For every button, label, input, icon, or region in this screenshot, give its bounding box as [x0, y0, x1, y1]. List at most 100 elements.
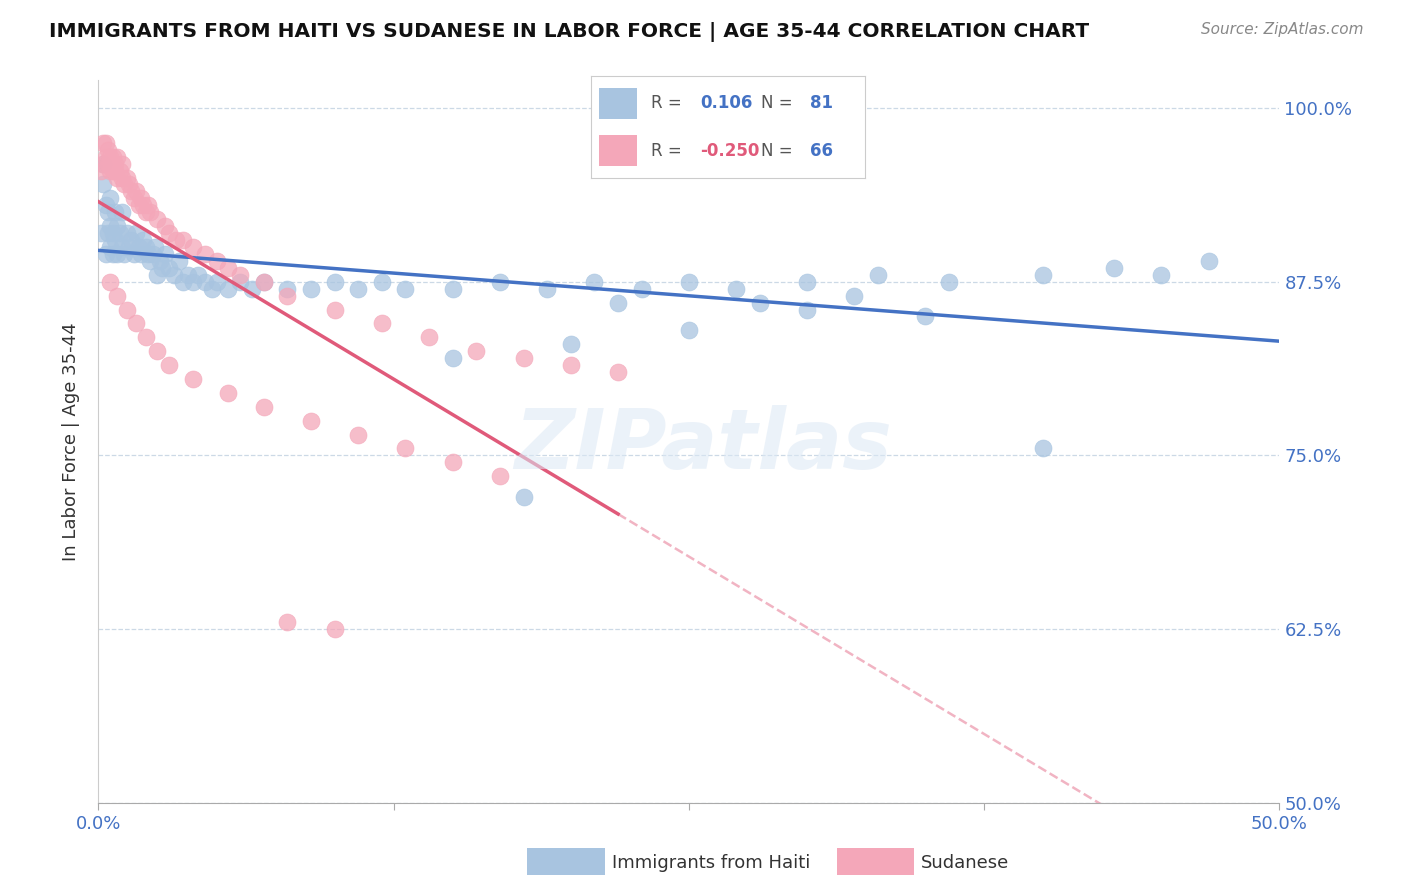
Point [97, 143, 120, 157]
Point [194, 275, 217, 289]
Text: 0.106: 0.106 [700, 94, 752, 112]
Point [91, 178, 114, 192]
Point [240, 282, 263, 296]
Point [98, 191, 121, 205]
Point [253, 275, 276, 289]
Point [115, 170, 138, 185]
Point [98, 240, 121, 254]
Point [105, 219, 128, 234]
Point [94, 136, 117, 150]
Point [105, 288, 128, 302]
Text: 66: 66 [810, 142, 832, 161]
Point [253, 400, 276, 414]
Point [217, 282, 239, 296]
Point [115, 302, 138, 317]
Point [489, 469, 512, 483]
Point [132, 233, 155, 247]
Point [125, 185, 148, 199]
Point [135, 205, 157, 219]
Text: IMMIGRANTS FROM HAITI VS SUDANESE IN LABOR FORCE | AGE 35-44 CORRELATION CHART: IMMIGRANTS FROM HAITI VS SUDANESE IN LAB… [49, 22, 1090, 42]
Point [394, 442, 416, 456]
Point [205, 275, 228, 289]
Point [91, 136, 114, 150]
Point [125, 226, 148, 240]
Point [441, 455, 464, 469]
Text: -0.250: -0.250 [700, 142, 759, 161]
Point [489, 275, 512, 289]
Point [512, 351, 534, 366]
Text: R =: R = [651, 94, 682, 112]
Point [201, 282, 224, 296]
Point [111, 240, 134, 254]
Point [121, 185, 143, 199]
Point [104, 233, 127, 247]
Point [101, 163, 124, 178]
Point [101, 150, 124, 164]
Point [465, 344, 488, 359]
Point [678, 323, 700, 337]
Point [536, 282, 558, 296]
Point [323, 622, 346, 636]
Point [98, 163, 121, 178]
Point [139, 253, 162, 268]
Point [914, 310, 936, 324]
Point [136, 247, 159, 261]
Point [94, 247, 117, 261]
Point [560, 337, 582, 351]
Point [1032, 268, 1054, 282]
Point [512, 490, 534, 504]
Point [143, 240, 166, 254]
Point [181, 240, 204, 254]
Point [630, 282, 652, 296]
Point [149, 253, 172, 268]
Point [323, 275, 346, 289]
Point [796, 275, 818, 289]
Point [150, 260, 173, 275]
Point [112, 247, 135, 261]
Point [394, 282, 416, 296]
Text: 81: 81 [810, 94, 832, 112]
Point [97, 156, 120, 170]
Point [122, 247, 145, 261]
Point [97, 226, 120, 240]
Point [181, 372, 204, 386]
Point [105, 170, 128, 185]
Point [128, 198, 150, 212]
Point [118, 240, 141, 254]
Point [136, 198, 159, 212]
Bar [599, 136, 637, 166]
Point [371, 317, 394, 331]
Point [101, 226, 124, 240]
Point [172, 233, 194, 247]
Point [229, 268, 252, 282]
Text: Source: ZipAtlas.com: Source: ZipAtlas.com [1201, 22, 1364, 37]
Point [98, 275, 121, 289]
Point [157, 226, 180, 240]
Point [146, 344, 169, 359]
Point [299, 414, 322, 428]
Point [1102, 260, 1125, 275]
Point [607, 365, 630, 379]
Point [276, 282, 298, 296]
Point [607, 295, 630, 310]
Point [583, 275, 606, 289]
Point [796, 302, 818, 317]
Point [98, 219, 121, 234]
Point [1198, 253, 1220, 268]
Point [441, 282, 464, 296]
Point [844, 288, 866, 302]
Text: N =: N = [761, 142, 792, 161]
Point [205, 253, 228, 268]
Point [194, 247, 217, 261]
Point [132, 198, 155, 212]
Point [748, 295, 770, 310]
Point [146, 268, 169, 282]
Text: Sudanese: Sudanese [921, 854, 1010, 871]
Point [678, 275, 700, 289]
Point [276, 615, 298, 630]
Point [128, 240, 150, 254]
Point [181, 275, 204, 289]
Point [229, 275, 252, 289]
Point [122, 191, 145, 205]
Point [142, 247, 165, 261]
